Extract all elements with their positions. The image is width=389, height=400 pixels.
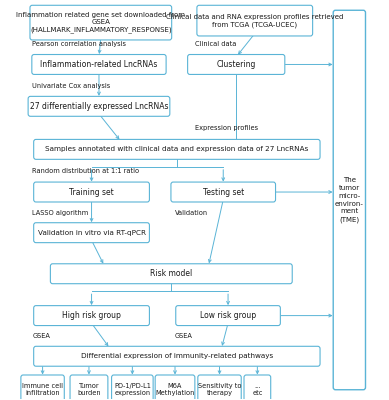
Text: High risk group: High risk group [62, 311, 121, 320]
Text: Training set: Training set [69, 188, 114, 196]
Text: Clinical data and RNA expression profiles retrieved
from TCGA (TCGA-UCEC): Clinical data and RNA expression profile… [166, 14, 343, 28]
Text: Random distribution at 1:1 ratio: Random distribution at 1:1 ratio [32, 168, 139, 174]
FancyBboxPatch shape [21, 375, 64, 400]
Text: Low risk group: Low risk group [200, 311, 256, 320]
Text: GSEA: GSEA [175, 332, 193, 338]
Text: Risk model: Risk model [150, 269, 193, 278]
Text: Validation: Validation [175, 210, 208, 216]
Text: Inflammation related gene set downloaded from
GSEA
(HALLMARK_INFLAMMATORY_RESPON: Inflammation related gene set downloaded… [16, 12, 185, 33]
FancyBboxPatch shape [112, 375, 153, 400]
Text: 27 differentially expressed LncRNAs: 27 differentially expressed LncRNAs [30, 102, 168, 111]
FancyBboxPatch shape [34, 140, 320, 159]
Text: LASSO algorithm: LASSO algorithm [32, 210, 88, 216]
FancyBboxPatch shape [34, 346, 320, 366]
Text: M6A
Methylation: M6A Methylation [155, 383, 195, 396]
Text: Tumor
burden: Tumor burden [77, 383, 101, 396]
FancyBboxPatch shape [198, 375, 241, 400]
FancyBboxPatch shape [32, 54, 166, 74]
FancyBboxPatch shape [197, 5, 313, 36]
FancyBboxPatch shape [34, 182, 149, 202]
Text: Univariate Cox analysis: Univariate Cox analysis [32, 82, 110, 88]
FancyBboxPatch shape [34, 306, 149, 326]
Text: PD-1/PD-L1
expression: PD-1/PD-L1 expression [114, 383, 151, 396]
Text: Sensitivity to
therapy: Sensitivity to therapy [198, 383, 241, 396]
Text: Testing set: Testing set [203, 188, 244, 196]
FancyBboxPatch shape [34, 223, 149, 243]
Text: Pearson correlation analysis: Pearson correlation analysis [32, 41, 126, 47]
Text: Inflammation-related LncRNAs: Inflammation-related LncRNAs [40, 60, 158, 69]
FancyBboxPatch shape [176, 306, 280, 326]
Text: Expression profiles: Expression profiles [194, 125, 258, 131]
FancyBboxPatch shape [30, 5, 172, 40]
Text: The
tumor
micro-
environ-
ment
(TME): The tumor micro- environ- ment (TME) [335, 177, 364, 223]
Text: Clinical data: Clinical data [194, 41, 236, 47]
FancyBboxPatch shape [51, 264, 292, 284]
FancyBboxPatch shape [155, 375, 195, 400]
FancyBboxPatch shape [28, 96, 170, 116]
Text: Validation in vitro via RT-qPCR: Validation in vitro via RT-qPCR [38, 230, 145, 236]
Text: Immune cell
infiltration: Immune cell infiltration [22, 383, 63, 396]
FancyBboxPatch shape [70, 375, 108, 400]
Text: Samples annotated with clinical data and expression data of 27 LncRNAs: Samples annotated with clinical data and… [45, 146, 308, 152]
Text: GSEA: GSEA [32, 332, 50, 338]
FancyBboxPatch shape [187, 54, 285, 74]
FancyBboxPatch shape [171, 182, 275, 202]
Text: Clustering: Clustering [217, 60, 256, 69]
Text: ...
etc: ... etc [252, 383, 263, 396]
Text: Differential expression of immunity-related pathways: Differential expression of immunity-rela… [81, 353, 273, 359]
FancyBboxPatch shape [244, 375, 271, 400]
FancyBboxPatch shape [333, 10, 366, 390]
